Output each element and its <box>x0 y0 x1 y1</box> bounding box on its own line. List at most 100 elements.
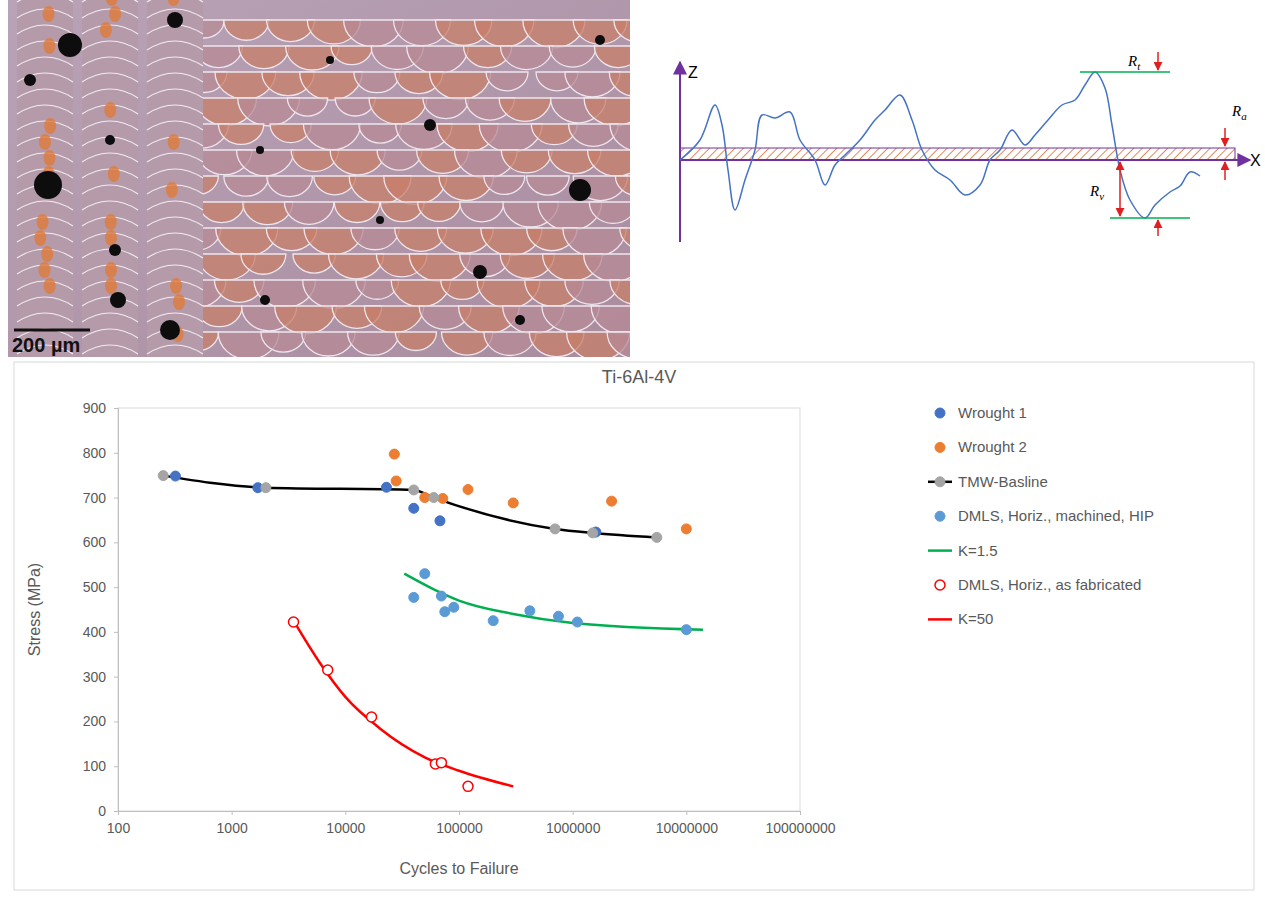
x-tick: 100000000 <box>765 811 835 836</box>
y-tick-mark <box>114 587 118 588</box>
point <box>409 592 419 602</box>
legend-entry: Wrought 2 <box>935 438 1027 455</box>
melt-pool <box>430 72 491 99</box>
legend-label: K=50 <box>958 610 993 627</box>
point <box>436 591 446 601</box>
point <box>429 493 439 503</box>
melt-pool <box>591 306 630 334</box>
track-arc <box>82 57 138 66</box>
micrograph: 200 µm <box>8 0 671 384</box>
melt-pool <box>351 228 399 250</box>
track-spot <box>105 214 117 230</box>
roughness-subscript: a <box>1241 110 1247 122</box>
x-axis: 1001000100001000001000000100000001000000… <box>107 811 836 836</box>
x-tick: 100000 <box>436 811 483 836</box>
rt-arrow <box>1157 52 1159 70</box>
roughness-subscript: v <box>1099 190 1104 202</box>
melt-pool <box>218 124 263 144</box>
x-tick: 1000000 <box>546 811 601 836</box>
melt-pool <box>331 46 372 65</box>
track-arc <box>17 313 73 322</box>
legend-marker <box>935 477 945 487</box>
track-arc <box>147 313 203 322</box>
melt-pool <box>241 254 286 274</box>
track-spot <box>106 0 118 6</box>
melt-pool <box>407 46 469 74</box>
y-axis: 0100200300400500600700800900 <box>83 400 119 819</box>
melt-pool <box>486 72 528 91</box>
track-arc <box>17 57 73 66</box>
profile <box>680 72 1200 218</box>
axis-label: Z <box>688 64 698 81</box>
legend-label: DMLS, Horiz., as fabricated <box>958 576 1141 593</box>
point <box>681 625 691 635</box>
point <box>550 524 560 534</box>
point <box>409 503 419 513</box>
melt-pool <box>499 98 551 121</box>
point <box>389 449 399 459</box>
melt-pool <box>224 20 269 40</box>
series-line <box>404 574 703 630</box>
track-spot <box>43 6 55 22</box>
roughness-symbol: R <box>1127 53 1137 69</box>
melt-pool <box>484 176 525 194</box>
melt-pool <box>563 228 626 256</box>
y-tick-mark <box>114 766 118 767</box>
pore <box>34 171 62 199</box>
legend-entry: K=50 <box>928 610 993 627</box>
track-spot <box>43 38 55 54</box>
melt-pool <box>423 98 469 119</box>
pore <box>58 33 82 57</box>
track-spot <box>168 134 180 150</box>
axis-label: X <box>1250 152 1261 169</box>
point <box>435 516 445 526</box>
x-tick-label: 10000000 <box>656 820 719 836</box>
x-tick: 10000000 <box>656 811 719 836</box>
track-arc <box>147 41 203 50</box>
x-tick: 100 <box>107 811 131 836</box>
track-arc <box>82 153 138 162</box>
series-line <box>163 476 657 538</box>
point <box>367 712 377 722</box>
track-arc <box>147 89 203 98</box>
x-tick-label: 1000000 <box>546 820 601 836</box>
point <box>607 496 617 506</box>
roughness-symbol: R <box>1089 183 1099 199</box>
pore <box>24 74 36 86</box>
y-tick-label: 0 <box>98 803 106 819</box>
y-tick-mark <box>114 453 118 454</box>
track-spot <box>37 214 49 230</box>
point <box>440 607 450 617</box>
point <box>681 524 691 534</box>
x-tick-label: 100000000 <box>765 820 835 836</box>
melt-pool <box>588 150 630 176</box>
roughness-diagram: ZXRtRaRv <box>680 52 1261 242</box>
melt-pool <box>377 150 422 170</box>
melt-pool <box>484 332 536 356</box>
melt-pool <box>199 202 245 223</box>
track-arc <box>147 105 203 114</box>
melt-pool <box>261 332 306 352</box>
y-tick-mark <box>114 408 118 409</box>
x-tick-label: 1000 <box>217 820 248 836</box>
point <box>436 758 446 768</box>
point <box>420 493 430 503</box>
point <box>553 611 563 621</box>
point <box>463 781 473 791</box>
point <box>289 617 299 627</box>
legend-entry: Wrought 1 <box>935 404 1027 421</box>
scale-bar-label: 200 µm <box>12 334 80 356</box>
y-tick-label: 600 <box>83 534 107 550</box>
x-tick-mark <box>800 811 801 815</box>
track-arc <box>147 217 203 226</box>
point <box>508 498 518 508</box>
melt-pool <box>334 202 380 222</box>
y-tick-mark <box>114 811 118 812</box>
melt-pool <box>527 176 570 195</box>
pore <box>595 35 605 45</box>
chart-area <box>14 362 1254 890</box>
melt-pool <box>354 72 400 93</box>
roughness-label: Rv <box>1089 183 1104 202</box>
track-arc <box>82 89 138 98</box>
track <box>147 0 203 357</box>
